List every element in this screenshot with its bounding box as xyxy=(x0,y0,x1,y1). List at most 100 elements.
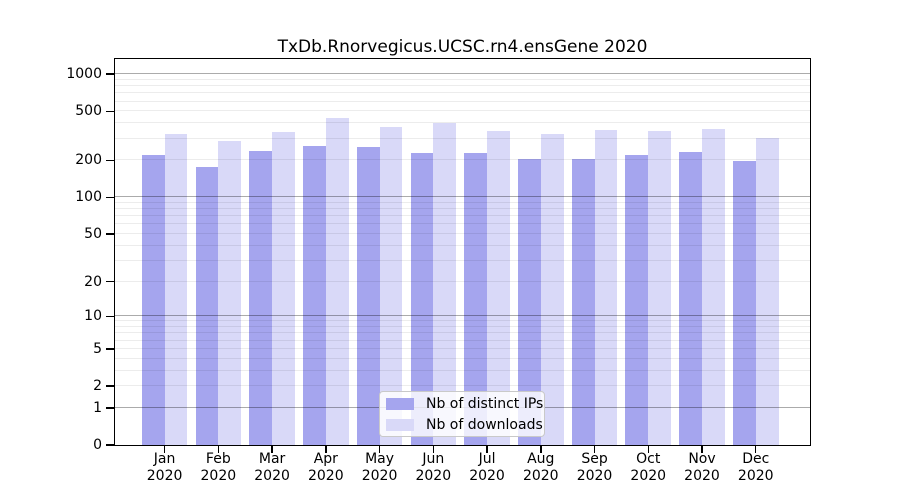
y-tick-label: 10 xyxy=(84,308,102,325)
downloads-bar-oct xyxy=(648,131,672,445)
downloads-bar-dec xyxy=(755,137,779,445)
distinct-ips-bar-sep xyxy=(571,159,595,445)
x-tick-label: Jul 2020 xyxy=(469,451,505,484)
y-tick xyxy=(106,315,114,318)
gridline-minor xyxy=(115,332,810,334)
gridline-minor xyxy=(115,326,810,328)
gridline-minor xyxy=(115,208,810,210)
distinct-ips-bar-jun xyxy=(410,152,434,445)
y-tick-label: 2 xyxy=(93,378,102,395)
distinct-ips-bar-jan xyxy=(141,155,165,445)
gridline-minor xyxy=(115,92,810,94)
distinct-ips-bar-oct xyxy=(625,154,649,445)
legend-label: Nb of distinct IPs xyxy=(426,395,544,412)
y-tick xyxy=(106,348,114,350)
y-tick-label: 0 xyxy=(93,437,102,453)
gridline-minor xyxy=(115,339,810,341)
downloads-bar-may xyxy=(379,127,403,445)
x-tick xyxy=(593,446,596,453)
y-tick xyxy=(106,159,114,162)
x-tick-label: Nov 2020 xyxy=(684,451,720,484)
y-tick-label: 100 xyxy=(75,189,102,206)
gridline-minor xyxy=(115,100,810,102)
downloads-bar-jul xyxy=(487,131,510,445)
legend: Nb of distinct IPs Nb of downloads xyxy=(379,391,545,437)
gridline-minor xyxy=(115,244,810,246)
y-tick-label: 20 xyxy=(84,273,102,290)
distinct-ips-bar-feb xyxy=(195,166,219,445)
gridline-minor xyxy=(115,215,810,217)
gridline-minor xyxy=(115,357,810,359)
distinct-ips-bar-nov xyxy=(679,152,702,445)
downloads-bar-sep xyxy=(594,130,618,445)
x-tick xyxy=(647,446,649,453)
distinct-ips-bar-apr xyxy=(303,145,326,445)
x-tick-label: Jun 2020 xyxy=(415,451,452,484)
x-tick-label: Sep 2020 xyxy=(576,451,613,484)
gridline-minor xyxy=(115,320,810,322)
y-tick-label: 1 xyxy=(93,399,102,416)
gridline-minor xyxy=(115,280,810,282)
distinct-ips-bar-jul xyxy=(464,153,488,445)
y-tick-label: 5 xyxy=(93,340,102,357)
y-tick xyxy=(106,110,114,113)
x-tick-label: Jan 2020 xyxy=(146,451,183,484)
y-tick xyxy=(106,233,114,235)
gridline-minor xyxy=(115,347,810,349)
gridline-minor xyxy=(115,110,810,112)
downloads-bar-mar xyxy=(272,131,295,445)
distinct-ips-bar-dec xyxy=(732,160,756,445)
gridline-minor xyxy=(115,232,810,234)
downloads-bar-nov xyxy=(702,129,725,445)
downloads-bar-feb xyxy=(218,140,242,445)
gridline-minor xyxy=(115,159,810,161)
distinct-ips-bar-aug xyxy=(517,159,541,445)
gridline-minor xyxy=(115,201,810,203)
legend-label: Nb of downloads xyxy=(426,416,543,433)
distinct-ips-bar-may xyxy=(356,146,380,445)
gridline-minor xyxy=(115,385,810,387)
gridline-minor xyxy=(115,369,810,371)
x-tick-label: Apr 2020 xyxy=(307,451,344,484)
x-tick-label: Feb 2020 xyxy=(200,451,237,484)
gridline-minor xyxy=(115,223,810,225)
distinct-ips-bar-mar xyxy=(249,151,273,445)
x-tick xyxy=(432,446,435,453)
y-tick xyxy=(106,407,114,409)
x-tick-label: Mar 2020 xyxy=(254,451,290,484)
x-tick-label: Dec 2020 xyxy=(737,451,774,484)
y-tick-label: 50 xyxy=(84,225,102,242)
downloads-bar-apr xyxy=(325,117,349,445)
plot-area xyxy=(114,58,811,446)
y-tick-label: 500 xyxy=(75,103,102,120)
gridline-major xyxy=(115,315,810,317)
x-tick xyxy=(754,446,757,453)
legend-swatch-distinct-ips xyxy=(386,397,414,410)
gridline-minor xyxy=(115,137,810,139)
y-tick xyxy=(106,73,114,75)
x-tick xyxy=(217,446,220,453)
legend-item: Nb of distinct IPs xyxy=(386,396,543,412)
y-tick-label: 1000 xyxy=(66,66,102,83)
legend-swatch-downloads xyxy=(386,418,414,431)
x-tick-label: Aug 2020 xyxy=(522,451,559,484)
grid-layer xyxy=(115,59,810,445)
bars-layer xyxy=(115,59,810,445)
plot-inner xyxy=(115,59,810,445)
y-tick xyxy=(106,444,114,446)
x-tick xyxy=(701,446,703,453)
y-tick xyxy=(106,385,114,387)
y-tick xyxy=(106,196,114,199)
x-tick-label: Oct 2020 xyxy=(630,451,667,484)
y-tick-label: 200 xyxy=(75,152,102,169)
gridline-minor xyxy=(115,78,810,80)
downloads-bar-aug xyxy=(540,134,564,445)
x-tick xyxy=(325,446,327,453)
gridline-major xyxy=(115,73,810,75)
x-tick xyxy=(378,446,381,453)
legend-item: Nb of downloads xyxy=(386,417,543,433)
y-tick xyxy=(106,280,114,283)
x-tick xyxy=(540,446,542,453)
x-tick xyxy=(163,446,166,453)
